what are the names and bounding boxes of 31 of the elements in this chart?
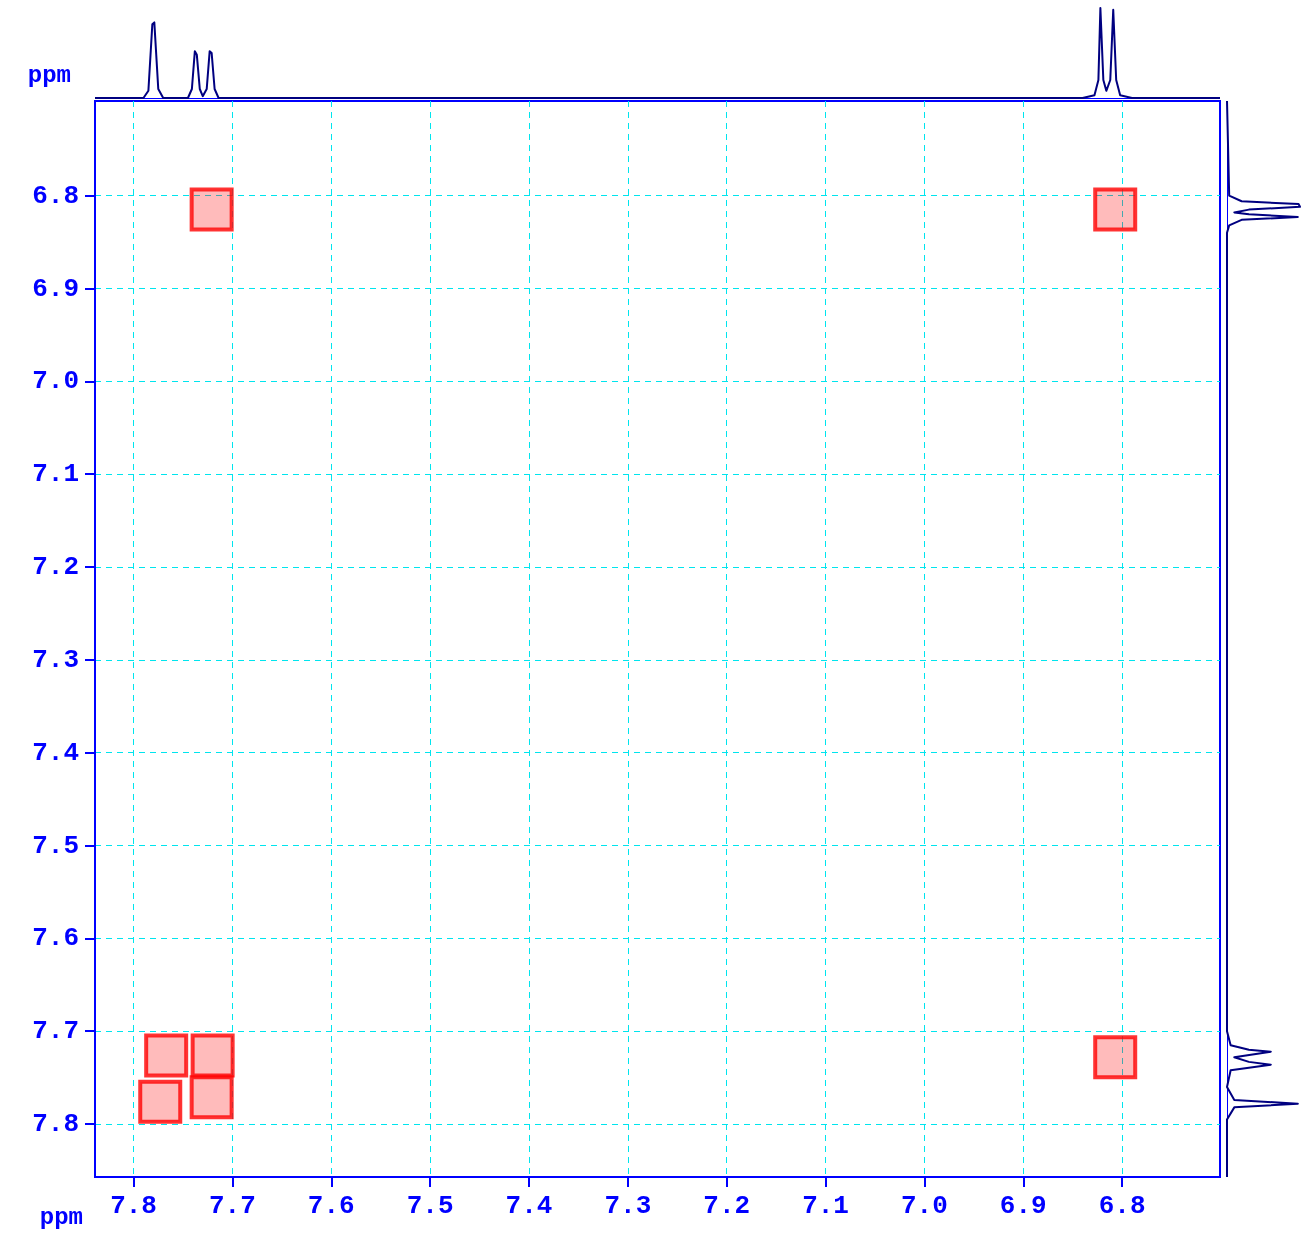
x-tick-label: 7.4 <box>505 1191 553 1221</box>
y-tick-label: 6.8 <box>32 180 79 211</box>
x-tick-label: 7.5 <box>406 1191 454 1221</box>
y-tick-label: 7.8 <box>32 1109 79 1140</box>
point <box>1093 1035 1138 1080</box>
x-tick-label: 7.0 <box>901 1191 948 1221</box>
point <box>144 1033 189 1078</box>
x-tick-label: 7.6 <box>307 1191 355 1221</box>
point <box>189 1075 234 1120</box>
x-tick-label: 6.9 <box>999 1191 1047 1221</box>
x-tick-label: 7.1 <box>802 1191 849 1221</box>
y-tick-label: 7.3 <box>32 644 79 675</box>
x-tick-label: 7.2 <box>703 1191 751 1221</box>
y-axis-title: ppm <box>27 61 71 89</box>
y-tick-label: 7.4 <box>32 737 79 768</box>
x-axis-title: ppm <box>39 1203 83 1231</box>
x-tick-label: 7.3 <box>604 1191 652 1221</box>
y-tick-label: 7.7 <box>32 1016 79 1047</box>
y-tick-label: 7.5 <box>32 830 79 861</box>
x-tick-label: 7.7 <box>209 1191 256 1221</box>
y-tick-label: 7.0 <box>32 366 79 397</box>
point <box>190 1033 235 1078</box>
y-tick-label: 7.1 <box>32 459 79 490</box>
y-tick-label: 7.6 <box>32 923 79 954</box>
point <box>1093 187 1138 232</box>
y-tick-label: 6.9 <box>32 273 79 304</box>
x-tick-label: 7.8 <box>110 1191 157 1221</box>
x-tick-label: 6.8 <box>1098 1191 1146 1221</box>
point <box>189 187 234 232</box>
point <box>138 1079 183 1124</box>
y-tick-label: 7.2 <box>32 552 79 583</box>
